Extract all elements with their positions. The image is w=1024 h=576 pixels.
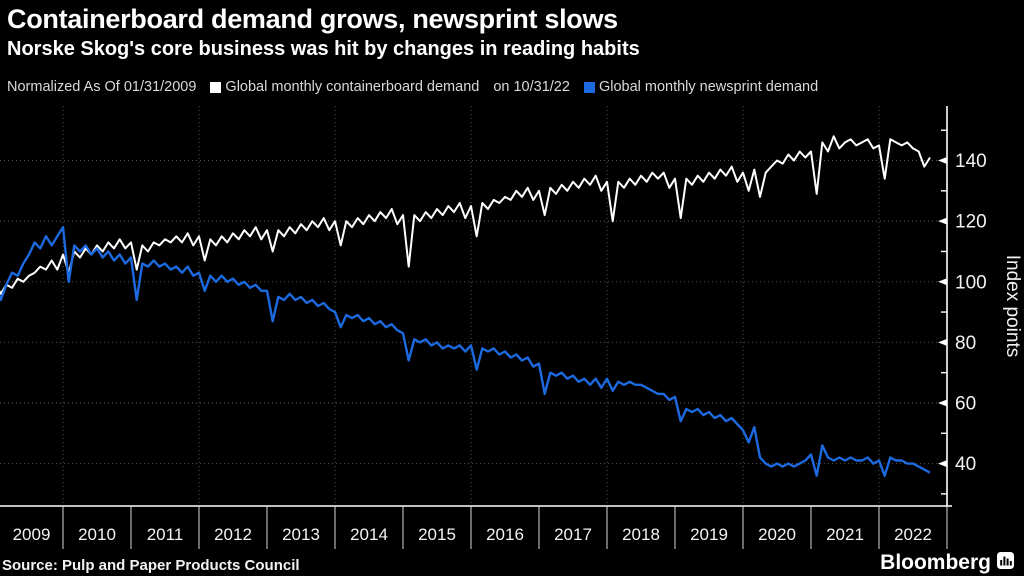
chart-legend: Normalized As Of 01/31/2009 Global month… xyxy=(7,79,818,95)
y-axis-title: Index points xyxy=(1002,255,1023,357)
legend-normalized-label: Normalized As Of 01/31/2009 xyxy=(7,79,197,95)
y-major-tick xyxy=(938,399,947,407)
y-tick-label: 40 xyxy=(955,454,976,475)
x-tick-label-year: 2014 xyxy=(350,525,388,544)
y-major-tick xyxy=(938,460,947,468)
y-major-tick xyxy=(938,217,947,225)
bloomberg-logo: Bloomberg xyxy=(880,551,1014,575)
legend-containerboard-label: Global monthly containerboard demand xyxy=(225,79,480,95)
page-title: Containerboard demand grows, newsprint s… xyxy=(7,4,618,34)
x-tick-label-year: 2019 xyxy=(690,525,728,544)
x-tick-label-year: 2015 xyxy=(418,525,456,544)
bloomberg-wordmark: Bloomberg xyxy=(880,551,991,574)
containerboard-swatch-icon xyxy=(210,81,222,93)
page-subtitle: Norske Skog's core business was hit by c… xyxy=(7,38,640,61)
x-tick-label-year: 2012 xyxy=(214,525,252,544)
containerboard-line xyxy=(0,135,931,295)
x-tick-label-year: 2018 xyxy=(622,525,660,544)
x-tick-label-year: 2022 xyxy=(894,525,932,544)
y-major-tick xyxy=(938,338,947,346)
y-tick-label: 140 xyxy=(955,151,987,172)
legend-item-newsprint: Global monthly newsprint demand xyxy=(583,79,819,95)
x-tick-label-year: 2010 xyxy=(78,525,116,544)
legend-item-containerboard: Global monthly containerboard demand xyxy=(210,79,479,95)
bloomberg-chart-icon xyxy=(997,551,1014,575)
y-major-tick xyxy=(938,157,947,165)
source-note: Source: Pulp and Paper Products Council xyxy=(2,557,300,574)
x-tick-label-year: 2020 xyxy=(758,525,796,544)
x-tick-label-year: 2021 xyxy=(826,525,864,544)
x-tick-label-year: 2009 xyxy=(13,525,51,544)
y-tick-label: 60 xyxy=(955,393,976,414)
newsprint-swatch-icon xyxy=(583,81,595,93)
x-tick-label-year: 2013 xyxy=(282,525,320,544)
legend-asof-label: on 10/31/22 xyxy=(493,79,570,95)
x-tick-label-year: 2016 xyxy=(486,525,524,544)
x-tick-label-year: 2011 xyxy=(147,525,184,544)
chart-header: Containerboard demand grows, newsprint s… xyxy=(7,4,640,61)
y-tick-label: 100 xyxy=(955,272,987,293)
y-major-tick xyxy=(938,278,947,286)
y-tick-label: 80 xyxy=(955,333,976,354)
newsprint-line xyxy=(0,225,931,477)
legend-newsprint-label: Global monthly newsprint demand xyxy=(598,79,819,95)
x-tick-label-year: 2017 xyxy=(554,525,592,544)
y-tick-label: 120 xyxy=(955,212,987,233)
